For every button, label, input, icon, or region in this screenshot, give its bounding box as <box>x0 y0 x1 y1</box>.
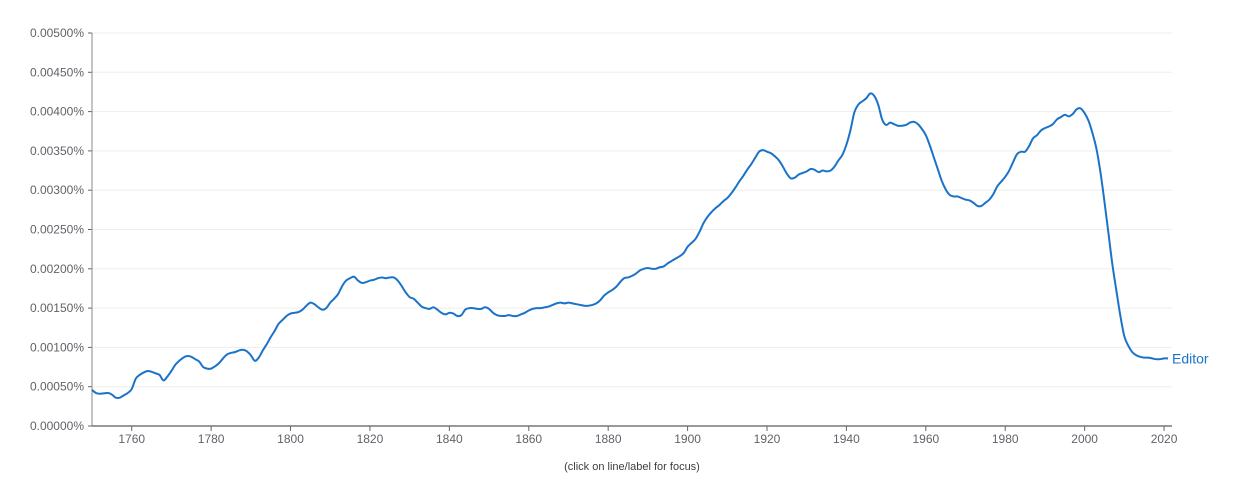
y-tick-label: 0.00500% <box>30 26 84 40</box>
x-axis: 1760 1780 1800 1820 1840 1860 1880 1900 1920 1940… <box>92 425 1178 446</box>
x-tick-label: 1800 <box>277 432 304 446</box>
y-tick-label: 0.00250% <box>30 223 84 237</box>
y-axis: 0.00000% 0.00050% 0.00100% 0.00150% 0.00200%… <box>30 26 93 433</box>
y-tick-label: 0.00350% <box>30 144 84 158</box>
y-tick-label: 0.00150% <box>30 301 84 315</box>
focus-hint-text: (click on line/label for focus) <box>564 461 700 473</box>
series-line-editor[interactable] <box>91 92 1169 400</box>
y-tick-label: 0.00300% <box>30 183 84 197</box>
y-tick-label: 0.00400% <box>30 105 84 119</box>
y-tick-label: 0.00450% <box>30 65 84 79</box>
x-tick-label: 1960 <box>912 432 939 446</box>
y-tick-label: 0.00000% <box>30 419 84 433</box>
x-tick-label: 1760 <box>118 432 145 446</box>
x-tick-label: 1900 <box>674 432 701 446</box>
y-tick-label: 0.00050% <box>30 380 84 394</box>
x-tick-label: 2020 <box>1151 432 1178 446</box>
x-tick-label: 1940 <box>833 432 860 446</box>
y-tick-label: 0.00200% <box>30 262 84 276</box>
x-tick-label: 1860 <box>515 432 542 446</box>
x-tick-label: 1820 <box>357 432 384 446</box>
x-tick-label: 1840 <box>436 432 463 446</box>
x-tick-label: 2000 <box>1071 432 1098 446</box>
x-tick-label: 1920 <box>754 432 781 446</box>
x-tick-label: 1780 <box>198 432 225 446</box>
series-layer[interactable]: Editor <box>91 92 1209 400</box>
x-tick-label: 1980 <box>992 432 1019 446</box>
series-label-editor[interactable]: Editor <box>1172 350 1209 366</box>
y-tick-label: 0.00100% <box>30 340 84 354</box>
x-tick-label: 1880 <box>595 432 622 446</box>
gridlines <box>92 32 1172 388</box>
